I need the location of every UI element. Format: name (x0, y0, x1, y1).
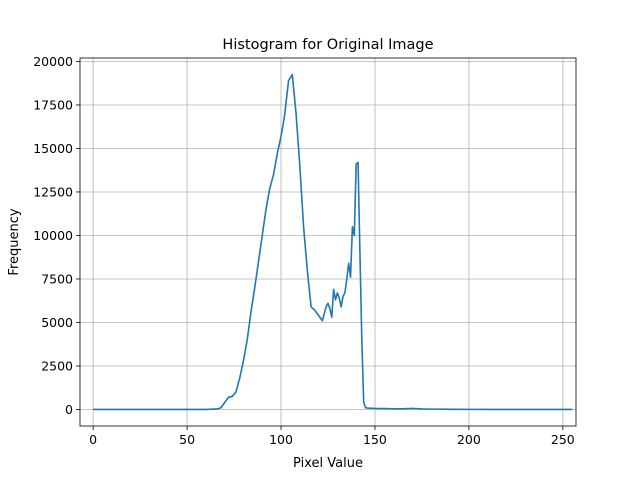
y-tick-label: 0 (65, 402, 73, 417)
y-tick-label: 20000 (33, 54, 73, 69)
series-line (93, 73, 573, 411)
y-tick-label: 10000 (33, 228, 73, 243)
y-tick-label: 5000 (41, 315, 73, 330)
y-tick-label: 17500 (33, 97, 73, 112)
x-tick-label: 100 (269, 432, 293, 447)
y-tick-label: 7500 (41, 271, 73, 286)
axes-frame (79, 57, 577, 427)
x-axis-label: Pixel Value (293, 456, 363, 471)
grid (80, 58, 576, 426)
y-axis-label: Frequency (7, 208, 22, 275)
plot-area (93, 73, 573, 411)
x-axis-ticks: 0 50 100 150 200 250 (89, 426, 575, 447)
chart-title: Histogram for Original Image (222, 37, 433, 53)
y-tick-label: 15000 (33, 141, 73, 156)
y-tick-label: 2500 (41, 358, 73, 373)
x-tick-label: 0 (89, 432, 97, 447)
x-tick-label: 200 (457, 432, 481, 447)
x-tick-label: 250 (551, 432, 575, 447)
y-axis-ticks: 0 2500 5000 7500 10000 12500 15000 17500 20000 (33, 54, 80, 417)
y-tick-label: 12500 (33, 184, 73, 199)
x-tick-label: 50 (179, 432, 195, 447)
x-tick-label: 150 (363, 432, 387, 447)
